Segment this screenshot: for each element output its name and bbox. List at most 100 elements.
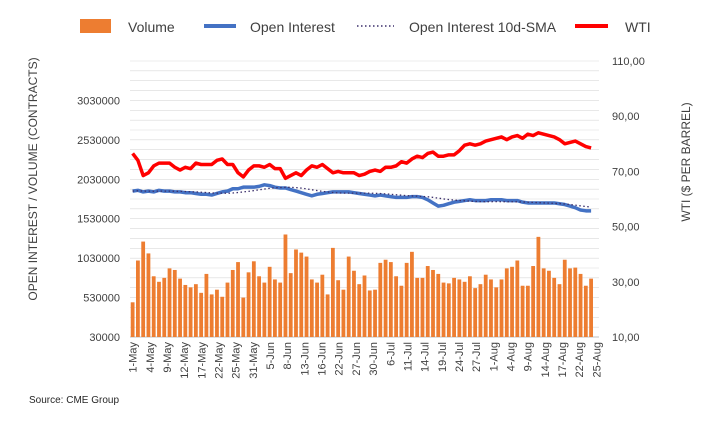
legend-label-sma: Open Interest 10d-SMA	[409, 19, 557, 35]
y-tick-label-left: 1030000	[77, 253, 120, 265]
x-tick-label: 14-Aug	[540, 342, 552, 377]
volume-bar	[330, 247, 335, 337]
x-tick-label: 5-Jun	[265, 342, 277, 370]
volume-bar	[478, 284, 483, 337]
volume-bar	[178, 278, 182, 337]
x-tick-label: 1-Aug	[488, 342, 500, 371]
x-tick-label: 8-Jun	[282, 342, 294, 370]
volume-bar	[547, 270, 551, 337]
x-tick-label: 14-Jul	[420, 342, 432, 372]
volume-bar	[315, 282, 319, 337]
volume-bar	[220, 296, 225, 337]
volume-bar	[241, 297, 246, 337]
volume-bar	[452, 277, 456, 337]
legend-label-wti: WTI	[625, 19, 651, 35]
source-note: Source: CME Group	[29, 395, 119, 406]
volume-bar	[162, 277, 167, 337]
volume-bar	[441, 282, 446, 337]
x-tick-label: 4-Aug	[506, 342, 518, 371]
volume-bar	[515, 260, 520, 337]
volume-bar	[193, 284, 198, 337]
volume-bar	[415, 277, 420, 337]
x-tick-label: 13-Jun	[299, 342, 311, 376]
x-tick-label: 17-May	[196, 342, 208, 379]
wti-line	[131, 131, 592, 181]
x-tick-label: 11-Jul	[402, 342, 414, 371]
volume-bar	[573, 267, 578, 337]
x-tick-label: 4-May	[145, 342, 157, 373]
legend-swatch-volume	[80, 19, 111, 33]
y-tick-label-right: 30,00	[612, 277, 640, 289]
volume-bar	[204, 273, 209, 337]
volume-bar	[525, 285, 530, 337]
volume-bar	[288, 273, 293, 337]
volume-bar	[151, 276, 156, 337]
legend-label-open-interest: Open Interest	[250, 19, 335, 35]
volume-bar	[383, 259, 388, 337]
volume-bar	[320, 274, 325, 337]
x-tick-label: 12-May	[179, 342, 191, 379]
y-axis-title-left: OPEN INTEREST / VOLUME (CONTRACTS)	[26, 57, 40, 300]
volume-bar	[236, 262, 240, 337]
y-tick-label-left: 530000	[83, 293, 120, 305]
volume-bar	[304, 256, 309, 337]
volume-bar	[188, 287, 193, 337]
volume-bar	[378, 262, 383, 337]
x-tick-label: 31-May	[248, 342, 260, 379]
x-tick-label: 22-Aug	[574, 342, 586, 377]
y-axis-title-right: WTI ($ PER BARREL)	[679, 102, 693, 221]
volume-bar	[436, 273, 441, 337]
x-tick-label: 22-Jun	[334, 342, 346, 376]
volume-bar	[352, 270, 356, 337]
volume-bar	[309, 279, 314, 337]
x-tick-label: 1-May	[128, 342, 140, 373]
x-tick-label: 6-Jul	[385, 342, 397, 366]
volume-bar	[457, 279, 462, 337]
volume-bar	[504, 268, 509, 337]
sma-line	[132, 186, 592, 208]
volume-bar	[557, 284, 562, 337]
volume-bar	[462, 281, 467, 337]
volume-bar	[183, 284, 188, 337]
volume-bars	[130, 234, 593, 337]
x-tick-label: 9-Aug	[523, 342, 535, 371]
volume-bar	[568, 268, 572, 337]
volume-bar	[230, 269, 235, 337]
volume-bar	[410, 251, 414, 337]
volume-bar	[294, 249, 298, 337]
volume-bar	[483, 274, 488, 337]
volume-bar	[494, 287, 499, 337]
volume-bar	[172, 269, 177, 337]
volume-bar	[357, 284, 362, 337]
x-tick-label: 27-Jun	[351, 342, 363, 376]
volume-bar	[541, 268, 546, 337]
volume-bar	[136, 260, 140, 337]
volume-bar	[552, 277, 557, 337]
volume-bar	[341, 289, 346, 337]
volume-bar	[562, 259, 567, 337]
volume-bar	[336, 280, 341, 337]
x-tick-label: 22-May	[214, 342, 226, 379]
volume-bar	[215, 289, 219, 337]
volume-bar	[446, 283, 451, 337]
legend: Volume Open Interest Open Interest 10d-S…	[80, 19, 651, 35]
volume-bar	[251, 261, 256, 337]
tick-labels: 30000 530000 1030000 1530000 2030000 2530000 3…	[77, 56, 645, 379]
volume-bar	[536, 236, 541, 337]
series-lines	[131, 131, 592, 213]
volume-bar	[209, 294, 214, 337]
volume-bar	[262, 282, 267, 337]
y-tick-label-right: 50,00	[612, 222, 640, 234]
volume-bar	[199, 292, 204, 337]
volume-bar	[267, 266, 272, 337]
volume-bar	[425, 266, 430, 337]
x-tick-label: 16-Jun	[317, 342, 329, 376]
volume-bar	[531, 266, 536, 337]
volume-bar	[489, 279, 493, 337]
volume-bar	[130, 302, 135, 337]
volume-bar	[467, 276, 472, 337]
open-interest-line	[132, 183, 592, 213]
x-tick-label: 9-May	[162, 342, 174, 373]
legend-label-volume: Volume	[128, 19, 175, 35]
